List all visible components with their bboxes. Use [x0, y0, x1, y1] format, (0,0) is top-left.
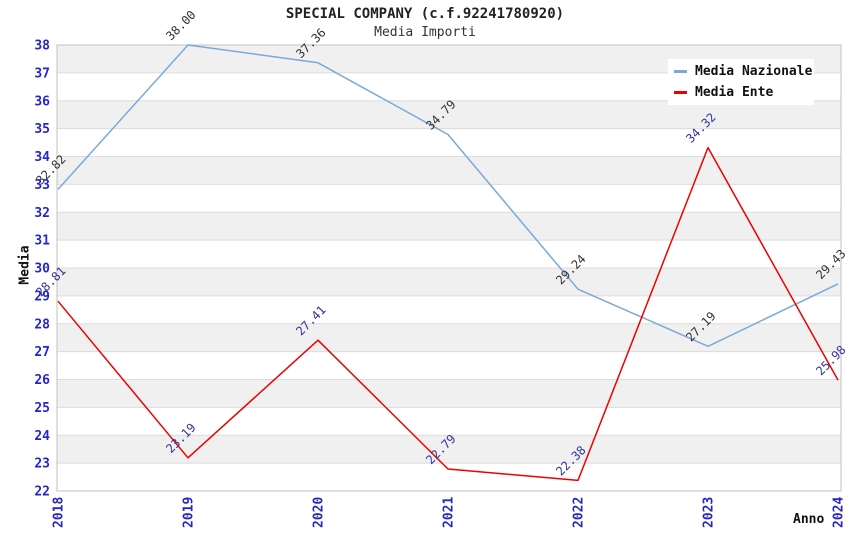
- svg-text:38: 38: [34, 39, 50, 54]
- svg-text:25: 25: [34, 401, 50, 416]
- svg-text:31: 31: [34, 234, 50, 249]
- svg-text:2019: 2019: [182, 497, 197, 528]
- chart-title: SPECIAL COMPANY (c.f.92241780920): [285, 6, 565, 22]
- svg-text:2020: 2020: [312, 497, 327, 528]
- legend-item-media-nazionale: Media Nazionale: [668, 61, 814, 82]
- legend-box: Media Nazionale Media Ente: [668, 59, 814, 105]
- svg-text:23: 23: [34, 457, 50, 472]
- svg-text:30: 30: [34, 262, 50, 277]
- x-axis-title: Anno: [793, 512, 825, 527]
- svg-text:32: 32: [34, 206, 50, 221]
- legend-label: Media Nazionale: [695, 64, 813, 79]
- chart-subtitle: Media Importi: [374, 25, 476, 40]
- svg-text:2018: 2018: [52, 497, 67, 528]
- legend-line-marker-red: [674, 91, 687, 94]
- svg-text:22: 22: [34, 485, 50, 500]
- legend-label: Media Ente: [695, 85, 774, 100]
- svg-text:28: 28: [34, 317, 50, 332]
- svg-text:36: 36: [34, 94, 50, 109]
- svg-text:33: 33: [34, 178, 50, 193]
- svg-text:24: 24: [34, 429, 50, 444]
- svg-text:26: 26: [34, 373, 50, 388]
- svg-text:37: 37: [34, 66, 50, 81]
- svg-text:27: 27: [34, 345, 50, 360]
- legend-item-media-ente: Media Ente: [668, 82, 814, 103]
- svg-text:2024: 2024: [832, 497, 847, 528]
- svg-text:2023: 2023: [702, 497, 717, 528]
- y-axis-title: Media: [17, 245, 33, 285]
- svg-text:2021: 2021: [442, 497, 457, 528]
- svg-text:2022: 2022: [572, 497, 587, 528]
- legend-line-marker-blue: [674, 70, 687, 73]
- svg-text:29: 29: [34, 289, 50, 304]
- svg-text:34: 34: [34, 150, 50, 165]
- svg-text:35: 35: [34, 122, 50, 137]
